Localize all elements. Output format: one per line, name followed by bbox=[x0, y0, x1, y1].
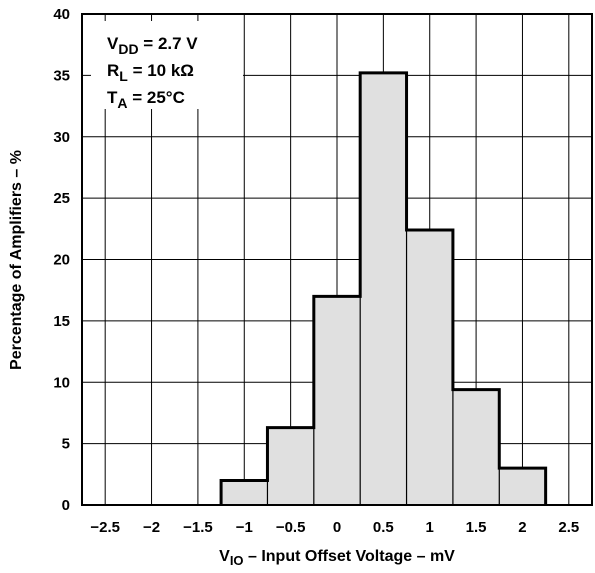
y-tick-label: 5 bbox=[62, 436, 70, 453]
x-tick-label: 0.5 bbox=[373, 519, 394, 536]
conditions-box bbox=[91, 21, 243, 109]
y-tick-label: 15 bbox=[53, 313, 70, 330]
histogram-bars bbox=[221, 72, 546, 506]
histogram-bar bbox=[406, 230, 453, 506]
x-tick-label: 0 bbox=[333, 519, 341, 536]
test-conditions: VDD = 2.7 V RL = 10 kΩ TA = 25°C bbox=[107, 34, 198, 111]
condition-line: TA = 25°C bbox=[107, 88, 185, 111]
x-tick-label: −2 bbox=[143, 519, 160, 536]
x-tick-label: −2.5 bbox=[90, 519, 120, 536]
histogram-bar bbox=[221, 480, 268, 505]
x-tick-label: −1 bbox=[236, 519, 253, 536]
y-tick-label: 0 bbox=[62, 497, 70, 514]
y-tick-label: 20 bbox=[53, 252, 70, 269]
x-axis-title: VIO – Input Offset Voltage – mV bbox=[219, 548, 455, 568]
histogram-bar bbox=[267, 427, 314, 505]
x-tick-label: 2.5 bbox=[558, 519, 579, 536]
plot-frame bbox=[81, 13, 593, 506]
y-axis-ticks: 0 5 10 15 20 25 30 35 40 bbox=[53, 6, 70, 514]
y-tick-label: 10 bbox=[53, 374, 70, 391]
x-tick-label: −0.5 bbox=[276, 519, 306, 536]
histogram-bar bbox=[452, 389, 500, 505]
y-tick-label: 30 bbox=[53, 129, 70, 146]
y-tick-label: 25 bbox=[53, 190, 70, 207]
condition-line: RL = 10 kΩ bbox=[107, 61, 194, 84]
histogram-bar bbox=[360, 72, 407, 506]
y-axis-title: Percentage of Amplifiers – % bbox=[8, 150, 25, 370]
x-tick-label: −1.5 bbox=[183, 519, 213, 536]
x-tick-label: 2 bbox=[518, 519, 526, 536]
y-tick-label: 40 bbox=[53, 6, 70, 23]
histogram-outline bbox=[219, 71, 548, 505]
condition-line: VDD = 2.7 V bbox=[107, 34, 198, 57]
x-tick-label: 1 bbox=[426, 519, 434, 536]
histogram-bar bbox=[499, 468, 546, 505]
y-tick-label: 35 bbox=[53, 67, 70, 84]
histogram-bar bbox=[313, 296, 361, 505]
x-tick-label: 1.5 bbox=[466, 519, 487, 536]
histogram-outline-path bbox=[219, 71, 548, 505]
x-axis-ticks: −2.5 −2 −1.5 −1 −0.5 0 0.5 1 1.5 2 2.5 bbox=[90, 519, 579, 536]
